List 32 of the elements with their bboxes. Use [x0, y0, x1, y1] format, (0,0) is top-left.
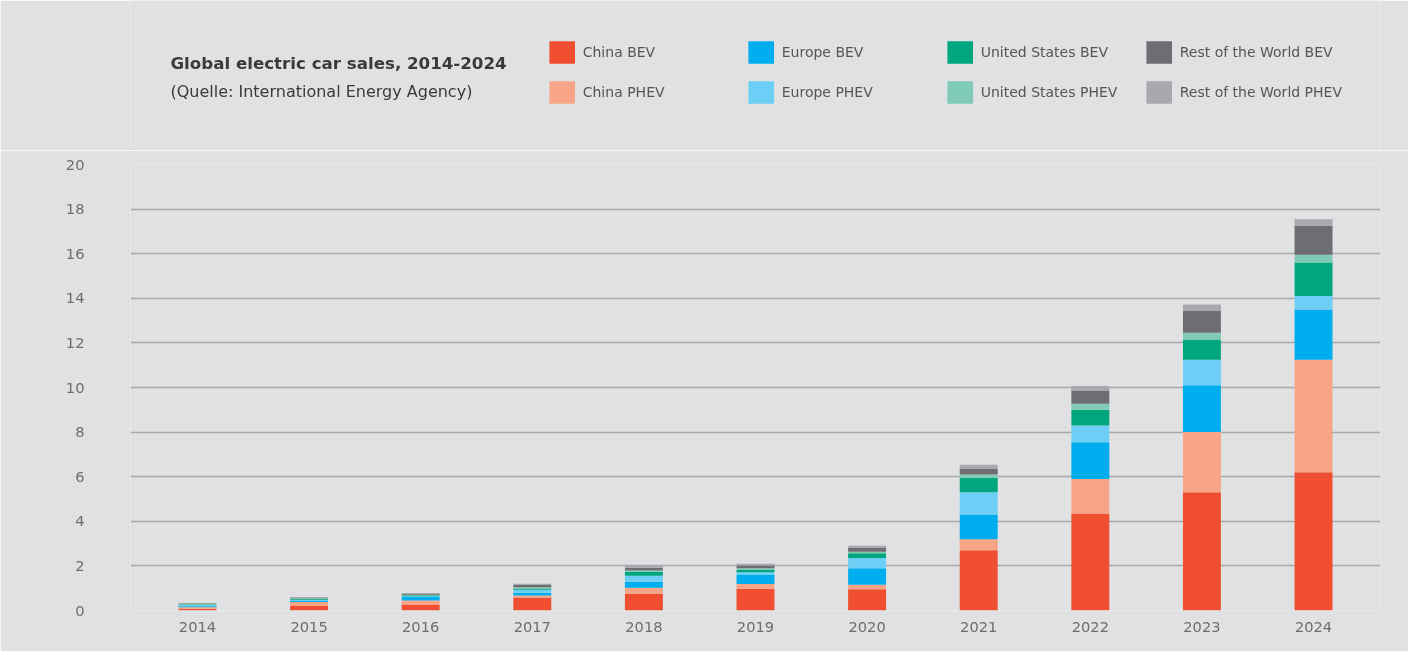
- y-tick-label: 10: [65, 378, 85, 396]
- legend-label: United States BEV: [980, 44, 1109, 60]
- legend-label: China PHEV: [582, 84, 666, 100]
- legend-label: Europe BEV: [781, 44, 865, 60]
- y-tick-label: 16: [65, 244, 85, 262]
- x-tick-label: 2016: [402, 617, 440, 635]
- y-tick-label: 0: [75, 601, 85, 619]
- x-tick-label: 2015: [290, 617, 328, 635]
- x-tick-label: 2019: [736, 617, 775, 635]
- legend-label: Rest of the World PHEV: [1179, 84, 1342, 100]
- chart-title: Global electric car sales, 2014-2024: [170, 53, 507, 73]
- y-tick-label: 2: [75, 556, 85, 574]
- y-tick-label: 6: [75, 467, 85, 485]
- x-tick-label: 2021: [960, 617, 998, 635]
- chart-subtitle: (Quelle: International Energy Agency): [170, 81, 473, 101]
- y-tick-label: 4: [75, 512, 85, 530]
- x-tick-label: 2018: [625, 617, 663, 635]
- x-tick-label: 2014: [178, 617, 217, 635]
- legend-label: Rest of the World BEV: [1179, 44, 1333, 60]
- x-tick-label: 2024: [1294, 617, 1333, 635]
- x-tick-label: 2017: [513, 617, 551, 635]
- legend-label: China BEV: [582, 44, 657, 60]
- y-tick-label: 8: [75, 423, 85, 441]
- y-tick-label: 12: [65, 333, 85, 351]
- x-tick-label: 2020: [848, 617, 886, 635]
- legend-label: Europe PHEV: [781, 84, 874, 100]
- legend-label: United States PHEV: [980, 84, 1119, 100]
- x-tick-label: 2023: [1183, 617, 1221, 635]
- y-tick-label: 14: [65, 289, 85, 307]
- y-tick-label: 18: [65, 200, 85, 218]
- x-tick-label: 2022: [1071, 617, 1109, 635]
- y-tick-label: 20: [65, 155, 85, 173]
